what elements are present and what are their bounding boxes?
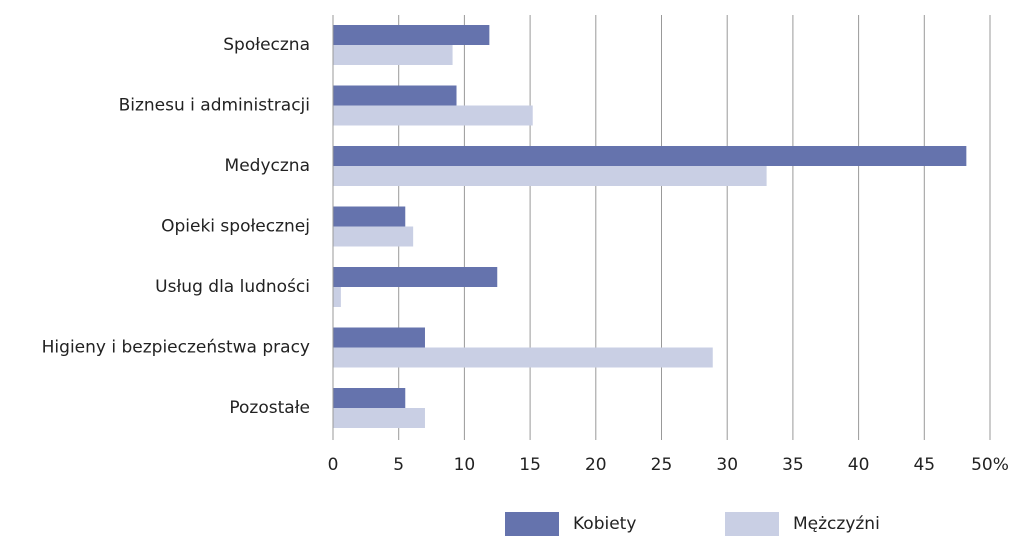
x-tick-label: 20 <box>585 455 607 475</box>
x-tick-label: 0 <box>328 455 339 475</box>
x-tick-label: 35 <box>782 455 804 475</box>
bar <box>333 267 498 287</box>
y-tick-label: Higieny i bezpieczeństwa pracy <box>42 338 310 358</box>
y-tick-label: Pozostałe <box>229 398 310 418</box>
legend-swatch <box>505 512 559 536</box>
bar <box>333 388 406 408</box>
y-tick-label: Społeczna <box>223 35 310 55</box>
y-tick-label: Medyczna <box>225 156 310 176</box>
y-tick-label: Opieki społecznej <box>161 217 310 237</box>
x-tick-label: 10 <box>454 455 476 475</box>
bar <box>333 166 767 186</box>
bar <box>333 25 490 45</box>
bar <box>333 85 457 106</box>
y-tick-label: Biznesu i administracji <box>119 96 310 116</box>
legend-label: Kobiety <box>573 514 636 534</box>
x-tick-label: 30 <box>716 455 738 475</box>
bar <box>333 45 453 65</box>
legend-label: Mężczyźni <box>793 514 880 534</box>
x-tick-label: 50% <box>971 455 1009 475</box>
bar <box>333 146 967 166</box>
bar <box>333 105 533 126</box>
x-tick-label: 5 <box>393 455 404 475</box>
legend-swatch <box>725 512 779 536</box>
x-tick-label: 15 <box>519 455 541 475</box>
x-tick-label: 45 <box>913 455 935 475</box>
x-tick-label: 25 <box>651 455 673 475</box>
bar <box>333 408 425 428</box>
bar <box>333 226 414 247</box>
bar <box>333 206 406 227</box>
bar <box>333 327 425 348</box>
bar <box>333 347 713 368</box>
x-tick-label: 40 <box>848 455 870 475</box>
bar <box>333 287 341 307</box>
y-tick-label: Usług dla ludności <box>155 277 310 297</box>
